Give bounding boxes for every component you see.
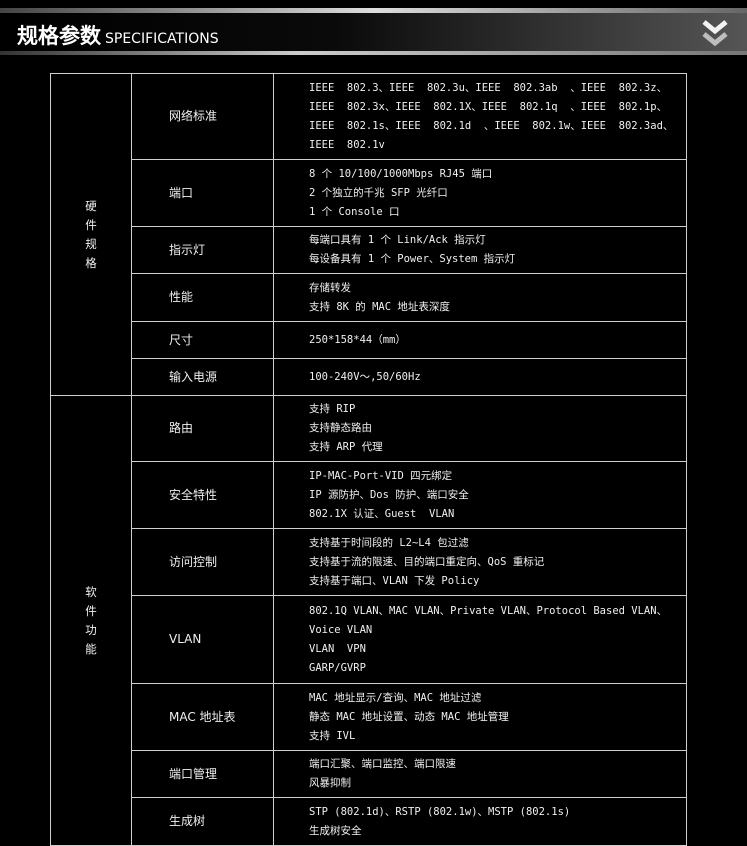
spec-value-line: 支持基于端口、VLAN 下发 Policy <box>309 574 480 587</box>
spec-row: 尺寸 250*158*44（mm） <box>51 321 687 359</box>
spec-value-line: STP (802.1d)、RSTP (802.1w)、MSTP (802.1s) <box>309 805 571 818</box>
spec-value-line: IEEE 802.3x、IEEE 802.1X、IEEE 802.1q 、IEE… <box>309 100 668 113</box>
spec-name: 网络标准 <box>131 73 274 160</box>
spec-row: VLAN 802.1Q VLAN、MAC VLAN、Private VLAN、Pr… <box>51 595 687 684</box>
spec-value: STP (802.1d)、RSTP (802.1w)、MSTP (802.1s)… <box>273 797 687 846</box>
spec-value-line: 支持 RIP <box>309 403 356 415</box>
spec-value-line: 支持基于时间段的 L2~L4 包过滤 <box>309 536 469 549</box>
spec-row: 安全特性 IP-MAC-Port-VID 四元绑定 IP 源防护、Dos 防护、端口… <box>51 461 687 529</box>
spec-value-line: 每设备具有 1 个 Power、System 指示灯 <box>309 253 516 265</box>
section-header: 规格参数 SPECIFICATIONS <box>0 8 747 55</box>
spec-value-line: IEEE 802.3、IEEE 802.3u、IEEE 802.3ab 、IEE… <box>309 81 668 94</box>
spec-row: 端口 8 个 10/100/1000Mbps RJ45 端口 2 个独立的千兆 SF… <box>51 159 687 227</box>
spec-value-line: IEEE 802.1s、IEEE 802.1d 、IEEE 802.1w、IEE… <box>309 119 674 132</box>
group-label: 软 件 功 能 <box>50 395 132 846</box>
spec-value-line: 100-240V～,50/60Hz <box>309 370 421 383</box>
spec-value-line: IP 源防护、Dos 防护、端口安全 <box>309 488 469 501</box>
spec-row: 软 件 功 能路由 支持 RIP 支持静态路由 支持 ARP 代理 <box>50 395 687 846</box>
spec-value-line: Voice VLAN <box>309 623 373 636</box>
spec-name: 端口管理 <box>131 750 274 798</box>
spec-value-line: IEEE 802.1v <box>309 138 385 151</box>
spec-row: 性能 存储转发 支持 8K 的 MAC 地址表深度 <box>51 273 687 322</box>
spec-value-line: 生成树安全 <box>309 824 362 837</box>
spec-value: 100-240V～,50/60Hz <box>273 358 687 396</box>
spec-value-line: 250*158*44（mm） <box>309 333 406 346</box>
spec-value-line: 静态 MAC 地址设置、动态 MAC 地址管理 <box>309 710 509 723</box>
spec-name: 端口 <box>131 159 274 227</box>
spec-row: 访问控制 支持基于时间段的 L2~L4 包过滤 支持基于流的限速、目的端口重定向、Q… <box>51 528 687 596</box>
spec-row: 生成树 STP (802.1d)、RSTP (802.1w)、MSTP (802.… <box>51 797 687 846</box>
spec-value: 端口汇聚、端口监控、端口限速 风暴抑制 <box>273 750 687 798</box>
spec-name: 安全特性 <box>131 461 274 529</box>
spec-name: 生成树 <box>131 797 274 846</box>
spec-value-line: 802.1Q VLAN、MAC VLAN、Private VLAN、Protoc… <box>309 604 668 617</box>
spec-value-line: 802.1X 认证、Guest VLAN <box>309 507 455 520</box>
spec-name: 指示灯 <box>131 226 274 274</box>
spec-row: 端口管理 端口汇聚、端口监控、端口限速 风暴抑制 <box>51 750 687 798</box>
spec-row: 硬 件 规 格网络标准 IEEE 802.3、IEEE 802.3u、IEEE 8… <box>50 73 687 396</box>
spec-name: 访问控制 <box>131 528 274 596</box>
group-label: 硬 件 规 格 <box>50 73 132 396</box>
spec-value-line: 8 个 10/100/1000Mbps RJ45 端口 <box>309 167 493 180</box>
spec-value: 支持基于时间段的 L2~L4 包过滤支持基于流的限速、目的端口重定向、QoS 重… <box>273 528 687 596</box>
spec-name: 尺寸 <box>131 321 274 359</box>
spec-value-line: 支持基于流的限速、目的端口重定向、QoS 重标记 <box>309 555 545 568</box>
spec-value-line: 1 个 Console 口 <box>309 205 400 218</box>
spec-value-line: VLAN VPN <box>309 642 366 655</box>
spec-value-line: 每端口具有 1 个 Link/Ack 指示灯 <box>309 234 486 246</box>
spec-row: 指示灯 每端口具有 1 个 Link/Ack 指示灯 每设备具有 1 个 Power… <box>51 226 687 274</box>
spec-value-line: 支持静态路由 <box>309 422 372 434</box>
spec-value-line: 存储转发 <box>309 281 351 294</box>
spec-value: MAC 地址显示/查询、MAC 地址过滤静态 MAC 地址设置、动态 MAC 地… <box>273 683 687 751</box>
spec-value: 802.1Q VLAN、MAC VLAN、Private VLAN、Protoc… <box>273 595 687 684</box>
spec-value-line: GARP/GVRP <box>309 661 366 674</box>
spec-value: 8 个 10/100/1000Mbps RJ45 端口 2 个独立的千兆 SFP … <box>273 159 687 227</box>
spec-value-line: 2 个独立的千兆 SFP 光纤口 <box>309 186 448 199</box>
spec-value: 每端口具有 1 个 Link/Ack 指示灯每设备具有 1 个 Power、Sy… <box>273 226 687 274</box>
spec-value-line: 支持 8K 的 MAC 地址表深度 <box>309 300 450 313</box>
title-en: SPECIFICATIONS <box>105 31 219 47</box>
spec-value: IP-MAC-Port-VID 四元绑定 IP 源防护、Dos 防护、端口安全 80… <box>273 461 687 529</box>
section-title: 规格参数 SPECIFICATIONS <box>17 20 219 50</box>
spec-name: 性能 <box>131 273 274 322</box>
spec-row: MAC 地址表 MAC 地址显示/查询、MAC 地址过滤 静态 MAC 地址设置、动… <box>51 683 687 751</box>
spec-value-line: IP-MAC-Port-VID 四元绑定 <box>309 469 453 482</box>
spec-name: 路由 <box>131 395 274 462</box>
spec-name: VLAN <box>131 595 274 684</box>
spec-value: 250*158*44（mm） <box>273 321 687 359</box>
spec-value-line: 支持 ARP 代理 <box>309 441 383 453</box>
spec-value: 存储转发支持 8K 的 MAC 地址表深度 <box>273 273 687 322</box>
spec-value-line: 风暴抑制 <box>309 777 351 789</box>
spec-name: MAC 地址表 <box>131 683 274 751</box>
spec-name: 输入电源 <box>131 358 274 396</box>
spec-row: 输入电源 100-240V～,50/60Hz <box>51 358 687 396</box>
title-cn: 规格参数 <box>17 24 101 48</box>
spec-value: 支持 RIP 支持静态路由 支持 ARP 代理 <box>273 395 687 462</box>
spec-value-line: 支持 IVL <box>309 729 356 742</box>
spec-value-line: MAC 地址显示/查询、MAC 地址过滤 <box>309 691 482 704</box>
spec-table: 硬 件 规 格网络标准 IEEE 802.3、IEEE 802.3u、IEEE 8… <box>50 73 687 846</box>
spec-value-line: 端口汇聚、端口监控、端口限速 <box>309 758 456 770</box>
spec-value: IEEE 802.3、IEEE 802.3u、IEEE 802.3ab 、IEE… <box>273 73 687 160</box>
double-chevron-down-icon[interactable] <box>701 18 729 48</box>
